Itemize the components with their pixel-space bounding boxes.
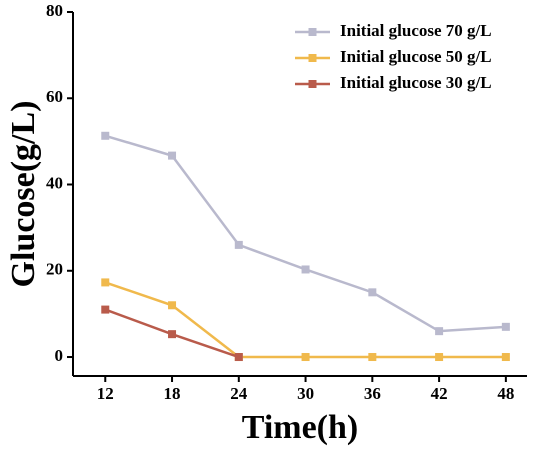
point-marker [168,151,177,160]
point-marker [101,131,110,140]
x-tick-label: 30 [297,384,314,403]
y-tick-label: 0 [55,346,64,365]
x-axis-label: Time(h) [242,409,358,446]
x-tick-label: 12 [97,384,114,403]
y-tick-label: 60 [46,87,63,106]
x-tick-label: 24 [230,384,248,403]
series-line [104,281,506,359]
point-marker [168,301,177,310]
point-marker [168,330,177,339]
point-marker [368,288,377,297]
legend-label: Initial glucose 50 g/L [340,47,492,66]
point-marker [234,240,243,249]
legend-marker [308,54,317,62]
x-tick-label: 48 [497,384,514,403]
point-marker [501,353,510,362]
point-marker [234,353,243,362]
point-marker [101,278,110,287]
point-marker [301,265,310,274]
x-tick-label: 36 [364,384,381,403]
point-marker [501,322,510,331]
point-marker [101,305,110,314]
x-tick-label: 42 [431,384,448,403]
legend-label: Initial glucose 30 g/L [340,73,492,92]
y-tick-label: 40 [46,173,63,192]
point-marker [368,353,377,362]
y-axis-label: Glucose(g/L) [5,101,42,288]
y-tick-label: 20 [46,260,63,279]
x-tick-label: 18 [164,384,181,403]
point-marker [435,353,444,362]
legend-marker [308,28,317,36]
y-tick-label: 80 [46,1,63,20]
legend-label: Initial glucose 70 g/L [340,21,492,40]
point-marker [435,327,444,336]
point-marker [301,353,310,362]
legend-marker [308,80,317,88]
